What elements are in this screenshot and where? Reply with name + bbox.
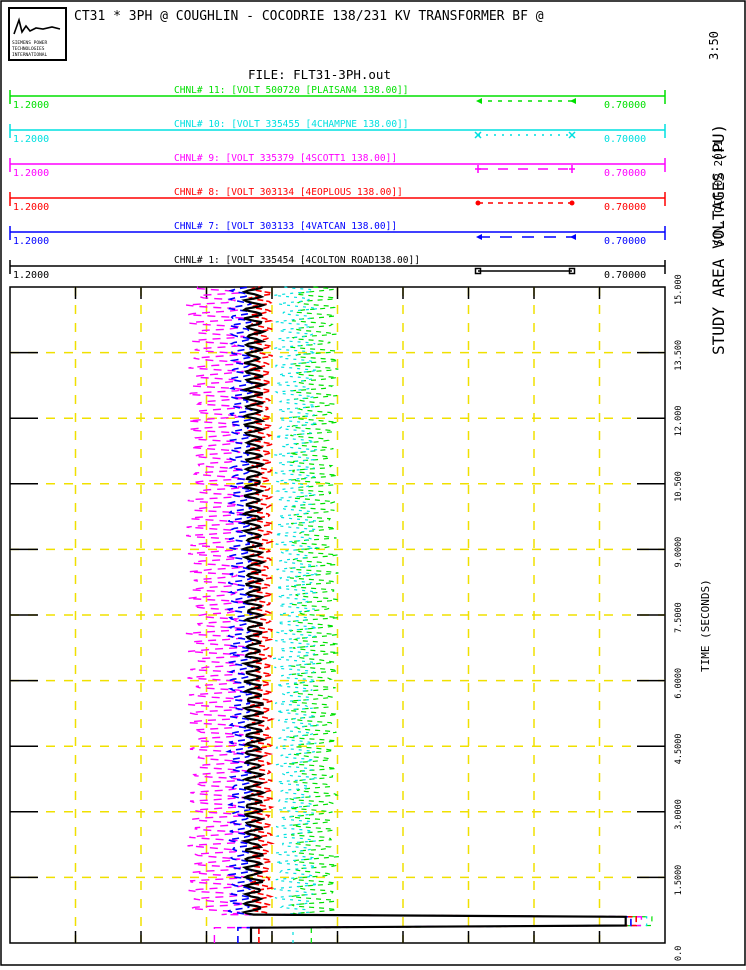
channel-legend: CHNL# 11: [VOLT 500720 [PLAISAN4 138.00]… — [9, 85, 666, 281]
x-tick-label: 10.500 — [674, 471, 684, 502]
waveform-icon — [13, 17, 61, 35]
legend-row: CHNL# 11: [VOLT 500720 [PLAISAN4 138.00]… — [9, 85, 666, 111]
x-tick-label: 7.5000 — [674, 602, 684, 633]
legend-ymin: 0.70000 — [604, 134, 646, 145]
series-line — [288, 286, 653, 943]
legend-marker — [476, 98, 482, 104]
x-tick-label: 12.000 — [674, 405, 684, 436]
legend-marker — [476, 234, 482, 240]
legend-channel-label: CHNL# 7: [VOLT 303133 [4VATCAN 138.00]] — [174, 221, 397, 232]
logo-line-1: SIEMENS POWER — [12, 40, 48, 46]
legend-ymin: 0.70000 — [604, 202, 646, 213]
legend-ymax: 1.2000 — [13, 270, 49, 281]
series-line — [247, 286, 637, 943]
company-logo: SIEMENS POWER TECHNOLOGIES INTERNATIONAL — [8, 7, 67, 61]
x-tick-label: 3.0000 — [674, 799, 684, 830]
legend-channel-label: CHNL# 8: [VOLT 303134 [4EOPLOUS 138.00]] — [174, 187, 403, 198]
legend-marker — [570, 234, 576, 240]
x-tick-label: 1.5000 — [674, 865, 684, 896]
case-title: CT31 * 3PH @ COUGHLIN - COCODRIE 138/231… — [74, 9, 544, 24]
legend-channel-label: CHNL# 1: [VOLT 335454 [4COLTON ROAD138.0… — [174, 255, 420, 266]
run-time: 3:50 — [707, 31, 721, 60]
run-date: SUN, OCT 02 2011 — [712, 140, 725, 246]
legend-marker — [570, 98, 576, 104]
legend-marker — [569, 200, 575, 206]
x-axis-label: TIME (SECONDS) — [699, 579, 712, 672]
series-line — [272, 286, 648, 943]
legend-marker — [475, 165, 481, 173]
legend-marker — [568, 131, 576, 139]
legend-ymin: 0.70000 — [604, 236, 646, 247]
x-tick-label: 0.0 — [674, 946, 684, 961]
plot-title: STUDY AREA VOLTAGES (PU) — [709, 124, 728, 355]
legend-row: CHNL# 7: [VOLT 303133 [4VATCAN 138.00]] 1… — [9, 221, 666, 247]
x-tick-label: 13.500 — [674, 340, 684, 371]
legend-row: CHNL# 1: [VOLT 335454 [4COLTON ROAD138.0… — [9, 255, 666, 281]
legend-channel-label: CHNL# 11: [VOLT 500720 [PLAISAN4 138.00]… — [174, 85, 409, 96]
file-name: FILE: FLT31-3PH.out — [248, 67, 391, 82]
series-line — [240, 286, 627, 943]
legend-marker — [474, 131, 482, 139]
legend-ymin: 0.70000 — [604, 270, 646, 281]
legend-channel-label: CHNL# 9: [VOLT 335379 [4SCOTT1 138.00]] — [174, 153, 397, 164]
legend-ymax: 1.2000 — [13, 134, 49, 145]
x-tick-label: 9.0000 — [674, 537, 684, 568]
plot-area: 0.0 1.5000 3.0000 4.5000 6.0000 7.5000 9.0000 1… — [9, 274, 684, 961]
legend-ymax: 1.2000 — [13, 202, 49, 213]
legend-marker — [569, 165, 575, 173]
legend-ymax: 1.2000 — [13, 100, 49, 111]
series-line — [185, 286, 643, 943]
legend-marker — [568, 267, 576, 275]
logo-line-3: INTERNATIONAL — [12, 52, 48, 58]
series-line — [225, 286, 632, 943]
x-tick-label: 15.000 — [674, 274, 684, 305]
legend-channel-label: CHNL# 10: [VOLT 335455 [4CHAMPNE 138.00]… — [174, 119, 409, 130]
legend-ymax: 1.2000 — [13, 236, 49, 247]
legend-ymax: 1.2000 — [13, 168, 49, 179]
legend-row: CHNL# 8: [VOLT 303134 [4EOPLOUS 138.00]]… — [9, 187, 666, 213]
legend-marker — [475, 200, 481, 206]
legend-row: CHNL# 10: [VOLT 335455 [4CHAMPNE 138.00]… — [9, 119, 666, 145]
legend-ymin: 0.70000 — [604, 100, 646, 111]
legend-ymin: 0.70000 — [604, 168, 646, 179]
logo-line-2: TECHNOLOGIES — [12, 46, 45, 52]
x-tick-label: 6.0000 — [674, 668, 684, 699]
legend-marker — [474, 267, 482, 275]
x-tick-label: 4.5000 — [674, 733, 684, 764]
legend-row: CHNL# 9: [VOLT 335379 [4SCOTT1 138.00]] 1… — [9, 153, 666, 179]
